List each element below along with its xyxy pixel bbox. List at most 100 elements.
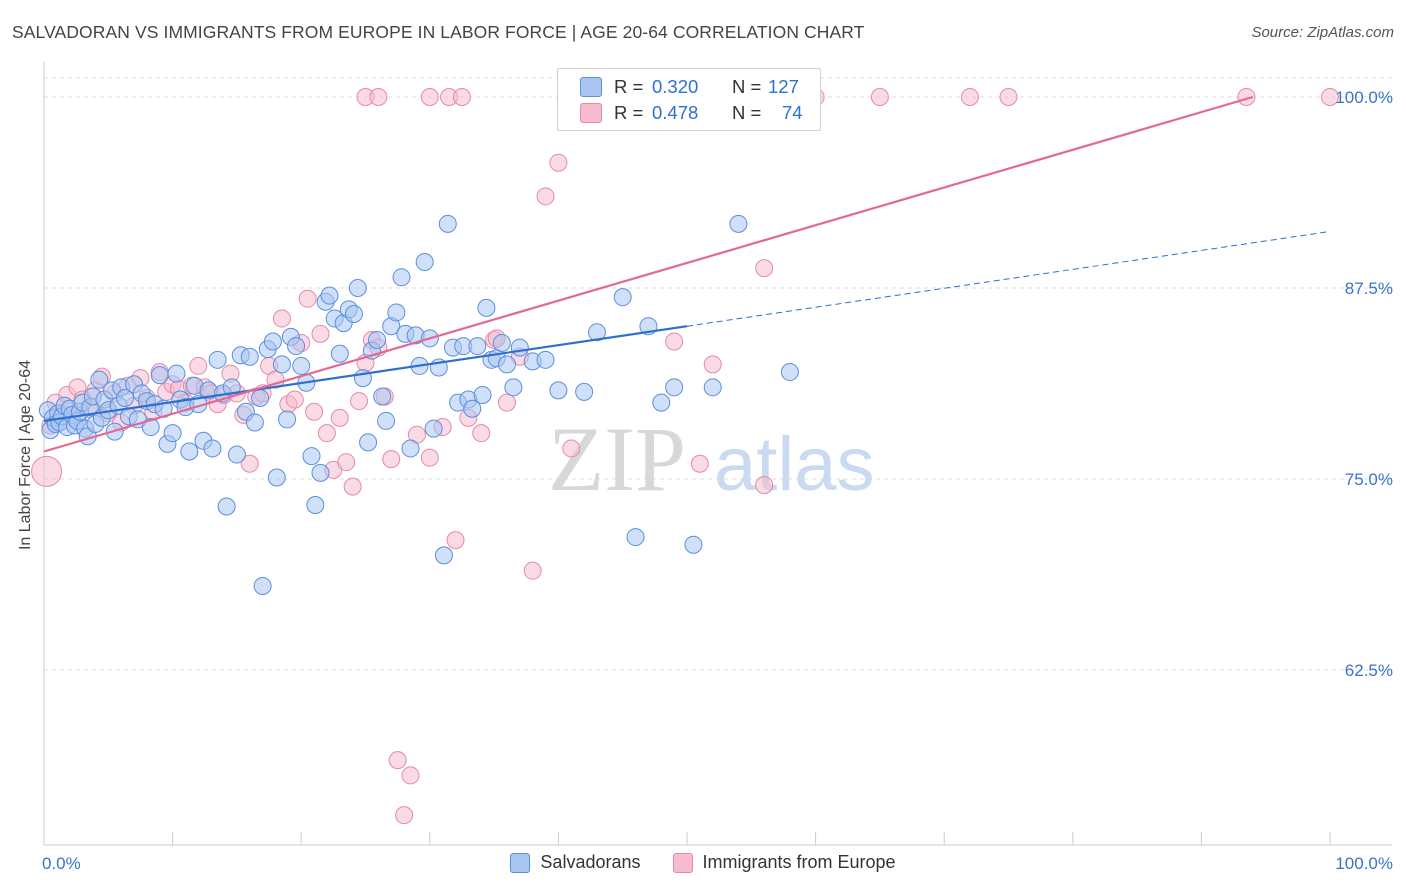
series-legend: Salvadorans Immigrants from Europe — [0, 852, 1406, 873]
data-point-salvadoran — [344, 304, 363, 323]
data-point-salvadoran — [468, 337, 487, 356]
data-point-salvadoran — [377, 411, 396, 430]
data-point-europe — [337, 453, 356, 472]
axes — [43, 62, 1392, 846]
trend-line-salvadorans-extension — [686, 230, 1331, 327]
y-tick-label: 87.5% — [1345, 279, 1393, 298]
legend-r-label: R = — [614, 76, 644, 97]
data-point-salvadoran — [359, 433, 378, 452]
chart-title: SALVADORAN VS IMMIGRANTS FROM EUROPE IN … — [12, 22, 865, 42]
data-point-salvadoran — [392, 268, 411, 287]
legend-swatch-pink — [672, 852, 693, 873]
data-point-europe — [388, 751, 407, 770]
data-point-europe — [755, 476, 774, 495]
trend-lines — [43, 95, 1331, 453]
data-point-salvadoran — [477, 298, 496, 317]
data-point-salvadoran — [684, 535, 703, 554]
data-point-europe — [690, 454, 709, 473]
data-point-europe — [382, 450, 401, 469]
data-point-europe — [420, 448, 439, 467]
y-tick-label: 75.0% — [1345, 470, 1393, 489]
data-point-salvadoran — [150, 366, 169, 385]
data-point-salvadoran — [373, 387, 392, 406]
data-point-salvadoran — [549, 381, 568, 400]
legend-swatch-pink — [580, 103, 602, 123]
data-point-salvadoran — [652, 393, 671, 412]
data-point-europe — [472, 424, 491, 443]
data-point-europe — [298, 289, 317, 308]
data-point-salvadoran — [292, 356, 311, 375]
tick-labels: 62.5% 75.0% 87.5% 100.0% 0.0% 100.0% — [42, 88, 1393, 873]
data-point-salvadoran — [330, 344, 349, 363]
legend-n-label: N = — [732, 76, 762, 97]
data-point-salvadoran — [287, 337, 306, 356]
data-point-salvadoran — [368, 330, 387, 349]
data-point-salvadoran — [497, 355, 516, 374]
data-point-salvadoran — [311, 463, 330, 482]
trend-line-salvadorans — [43, 325, 688, 423]
x-tick-label: 0.0% — [42, 854, 81, 873]
data-point-salvadoran — [665, 378, 684, 397]
legend-n-value: 74 — [782, 102, 803, 123]
data-point-salvadoran — [217, 497, 236, 516]
data-point-europe — [420, 88, 439, 106]
data-point-europe — [189, 356, 208, 375]
watermark-zip: ZIP — [548, 408, 686, 510]
source-label: Source: ZipAtlas.com — [1251, 24, 1394, 41]
data-point-salvadoran — [348, 279, 367, 297]
data-point-salvadoran — [116, 389, 135, 408]
data-point-europe — [452, 88, 471, 106]
data-point-salvadoran — [575, 382, 594, 401]
legend-label: Salvadorans — [540, 852, 641, 872]
legend-item-europe[interactable]: Immigrants from Europe — [672, 852, 896, 873]
data-point-europe — [31, 455, 63, 487]
data-point-salvadoran — [587, 323, 606, 342]
legend-n-value: 127 — [768, 76, 799, 97]
data-point-salvadoran — [272, 355, 291, 374]
data-point-salvadoran — [613, 288, 632, 307]
data-point-europe — [549, 153, 568, 172]
data-point-europe — [311, 324, 330, 343]
data-point-salvadoran — [320, 286, 339, 305]
data-point-salvadoran — [492, 334, 511, 353]
data-point-salvadoran — [626, 528, 645, 547]
legend-item-salvadorans[interactable]: Salvadorans — [510, 852, 641, 873]
data-point-salvadoran — [703, 378, 722, 397]
data-point-salvadoran — [263, 332, 282, 351]
data-point-europe — [446, 531, 465, 550]
data-point-salvadoran — [245, 413, 264, 432]
data-point-europe — [369, 88, 388, 106]
data-point-salvadoran — [240, 347, 259, 366]
data-point-europe — [536, 187, 555, 206]
legend-row-europe: R = 0.478 N = 74 — [580, 100, 803, 126]
data-point-salvadoran — [267, 468, 286, 487]
data-point-europe — [272, 309, 291, 328]
data-point-europe — [1321, 88, 1339, 106]
watermark-atlas: atlas — [714, 422, 875, 507]
data-point-salvadoran — [251, 389, 270, 408]
data-point-salvadoran — [401, 439, 420, 458]
data-point-europe — [999, 88, 1018, 106]
grid-lines — [44, 77, 1392, 671]
watermark: ZIP atlas — [548, 408, 875, 510]
data-point-europe — [401, 766, 420, 785]
data-point-europe — [285, 390, 304, 409]
data-point-salvadoran — [203, 439, 222, 458]
data-point-salvadoran — [278, 410, 297, 429]
data-point-salvadoran — [180, 442, 199, 461]
legend-n-label: N = — [732, 102, 762, 123]
data-point-salvadoran — [536, 350, 555, 369]
data-point-salvadoran — [90, 370, 109, 389]
legend-label: Immigrants from Europe — [702, 852, 896, 872]
data-point-salvadoran — [510, 338, 529, 357]
data-point-salvadoran — [504, 378, 523, 397]
data-point-salvadoran — [463, 399, 482, 418]
data-point-europe — [343, 477, 362, 496]
data-point-europe — [870, 88, 889, 106]
data-point-europe — [523, 561, 542, 580]
data-point-europe — [562, 439, 581, 458]
data-point-europe — [240, 454, 259, 473]
data-point-salvadoran — [780, 363, 799, 382]
data-point-salvadoran — [473, 385, 492, 404]
data-point-salvadoran — [387, 303, 406, 322]
